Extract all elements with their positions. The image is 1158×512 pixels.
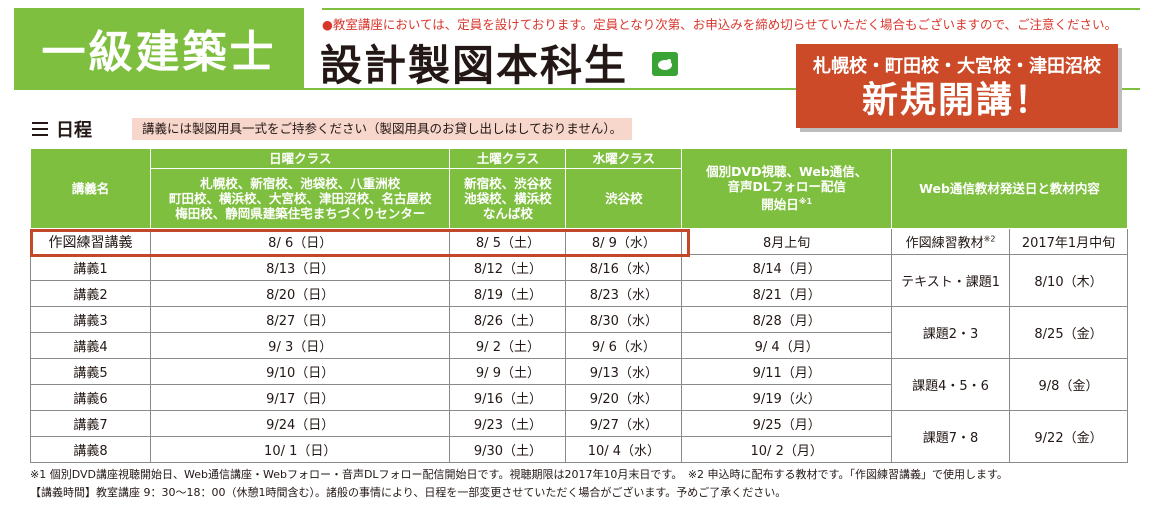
material: 課題2・3 xyxy=(891,306,1011,359)
dvd-date: 8/21（月） xyxy=(681,280,893,307)
sunday-date: 10/ 1（日） xyxy=(149,436,451,463)
footnote-1: ※1 個別DVD講座視聴開始日、Web通信講座・Webフォロー・音声DLフォロー… xyxy=(30,468,1008,481)
new-classes-banner: 札幌校・町田校・大宮校・津田沼校 新規開講！ xyxy=(796,44,1118,128)
table-row: 講義2 8/20（日） 8/19（土） 8/23（水） 8/21（月） xyxy=(30,280,1128,307)
header-saturday-class: 土曜クラス xyxy=(449,148,567,169)
wednesday-date: 9/27（水） xyxy=(565,410,683,437)
new-classes-schools: 札幌校・町田校・大宮校・津田沼校 xyxy=(813,56,1101,77)
dvd-date: 9/19（火） xyxy=(681,384,893,411)
header-sunday-class: 日曜クラス xyxy=(149,148,451,169)
course-leaf-icon xyxy=(652,52,678,76)
table-row: 講義8 10/ 1（日） 9/30（土） 10/ 4（水） 10/ 2（月） xyxy=(30,436,1128,463)
header-sunday-schools: 札幌校、新宿校、池袋校、八重洲校 町田校、横浜校、大宮校、津田沼校、名古屋校 梅… xyxy=(149,168,451,229)
header-wednesday-schools: 渋谷校 xyxy=(565,168,683,229)
dvd-date: 10/ 2（月） xyxy=(681,436,893,463)
lecture-name: 講義2 xyxy=(30,280,151,307)
schedule-table: 講義名 日曜クラス 土曜クラス 水曜クラス 個別DVD視聴、Web通信、 音声D… xyxy=(30,148,1128,463)
saturday-date: 9/ 9（土） xyxy=(449,358,567,385)
table-row: 講義5 9/10（日） 9/ 9（土） 9/13（水） 9/11（月） 課題4・… xyxy=(30,358,1128,411)
header-saturday-schools: 新宿校、渋谷校 池袋校、横浜校 なんば校 xyxy=(449,168,567,229)
header-top-rule xyxy=(322,8,1140,10)
new-classes-label: 新規開講！ xyxy=(861,80,1052,121)
sunday-date: 9/10（日） xyxy=(149,358,451,385)
table-row: 講義7 9/24（日） 9/23（土） 9/27（水） 9/25（月） 課題7・… xyxy=(30,410,1128,463)
header-dvd-label: 個別DVD視聴、Web通信、 音声DLフォロー配信 開始日 xyxy=(706,164,868,213)
sunday-date: 9/24（日） xyxy=(149,410,451,437)
header-web: Web通信教材発送日と教材内容 xyxy=(891,148,1128,229)
sunday-date: 9/17（日） xyxy=(149,384,451,411)
dvd-date: 9/11（月） xyxy=(681,358,893,385)
wednesday-date: 8/ 9（水） xyxy=(565,228,683,255)
saturday-date: 9/ 2（土） xyxy=(449,332,567,359)
wednesday-date: 9/ 6（水） xyxy=(565,332,683,359)
table-row: 作図練習講義 8/ 6（日） 8/ 5（土） 8/ 9（水） 8月上旬 作図練習… xyxy=(30,228,1128,255)
footnote-2: 【講義時間】教室講座 9：30～18：00（休憩1時間含む）。諸般の事情により、… xyxy=(30,486,787,499)
wednesday-date: 8/30（水） xyxy=(565,306,683,333)
saturday-date: 8/19（土） xyxy=(449,280,567,307)
ship-date: 2017年1月中旬 xyxy=(1009,228,1128,255)
dvd-date: 8/28（月） xyxy=(681,306,893,333)
schedule-note: 講義には製図用具一式をご持参ください（製図用具のお貸し出しはしておりません）。 xyxy=(132,118,633,140)
material-label: 作図練習教材 xyxy=(905,236,984,251)
schedule-title: 日程 xyxy=(56,120,92,141)
wednesday-date: 9/20（水） xyxy=(565,384,683,411)
dvd-date: 9/25（月） xyxy=(681,410,893,437)
lecture-name: 講義1 xyxy=(30,254,151,281)
ship-date: 8/25（金） xyxy=(1009,306,1128,359)
wednesday-date: 8/16（水） xyxy=(565,254,683,281)
sunday-date: 8/20（日） xyxy=(149,280,451,307)
ship-date: 9/8（金） xyxy=(1009,358,1128,411)
material: 課題7・8 xyxy=(891,410,1011,463)
enrollment-notice: ●教室講座においては、定員を設けております。定員となり次第、お申込みを締め切らせ… xyxy=(322,17,1118,32)
dvd-date: 9/ 4（月） xyxy=(681,332,893,359)
dvd-date: 8月上旬 xyxy=(681,228,893,255)
ship-date: 8/10（木） xyxy=(1009,254,1128,307)
lecture-name: 作図練習講義 xyxy=(30,228,151,255)
dvd-date: 8/14（月） xyxy=(681,254,893,281)
header-dvd: 個別DVD視聴、Web通信、 音声DLフォロー配信 開始日※1 xyxy=(681,148,893,229)
lecture-name: 講義6 xyxy=(30,384,151,411)
header-lecture-name: 講義名 xyxy=(30,148,151,229)
table-row: 講義6 9/17（日） 9/16（土） 9/20（水） 9/19（火） xyxy=(30,384,1128,411)
sunday-date: 9/ 3（日） xyxy=(149,332,451,359)
header-dvd-sup: ※1 xyxy=(798,197,813,207)
saturday-date: 9/16（土） xyxy=(449,384,567,411)
qualification-badge: 一級建築士 xyxy=(14,8,304,88)
header-bottom-rule xyxy=(14,88,1140,90)
sunday-date: 8/13（日） xyxy=(149,254,451,281)
lecture-name: 講義3 xyxy=(30,306,151,333)
material: 作図練習教材※2 xyxy=(891,228,1011,255)
wednesday-date: 9/13（水） xyxy=(565,358,683,385)
material-sup: ※2 xyxy=(983,234,996,244)
lecture-name: 講義8 xyxy=(30,436,151,463)
saturday-date: 8/12（土） xyxy=(449,254,567,281)
ship-date: 9/22（金） xyxy=(1009,410,1128,463)
material: 課題4・5・6 xyxy=(891,358,1011,411)
lecture-name: 講義4 xyxy=(30,332,151,359)
lecture-name: 講義5 xyxy=(30,358,151,385)
header-wednesday-class: 水曜クラス xyxy=(565,148,683,169)
saturday-date: 8/ 5（土） xyxy=(449,228,567,255)
sunday-date: 8/27（日） xyxy=(149,306,451,333)
lecture-name: 講義7 xyxy=(30,410,151,437)
material: テキスト・課題1 xyxy=(891,254,1011,307)
table-row: 講義3 8/27（日） 8/26（土） 8/30（水） 8/28（月） 課題2・… xyxy=(30,306,1128,359)
course-title: 設計製図本科生 xyxy=(320,41,629,90)
wednesday-date: 8/23（水） xyxy=(565,280,683,307)
sunday-date: 8/ 6（日） xyxy=(149,228,451,255)
wednesday-date: 10/ 4（水） xyxy=(565,436,683,463)
table-row: 講義1 8/13（日） 8/12（土） 8/16（水） 8/14（月） テキスト… xyxy=(30,254,1128,307)
saturday-date: 9/30（土） xyxy=(449,436,567,463)
saturday-date: 8/26（土） xyxy=(449,306,567,333)
list-icon xyxy=(32,122,48,140)
saturday-date: 9/23（土） xyxy=(449,410,567,437)
